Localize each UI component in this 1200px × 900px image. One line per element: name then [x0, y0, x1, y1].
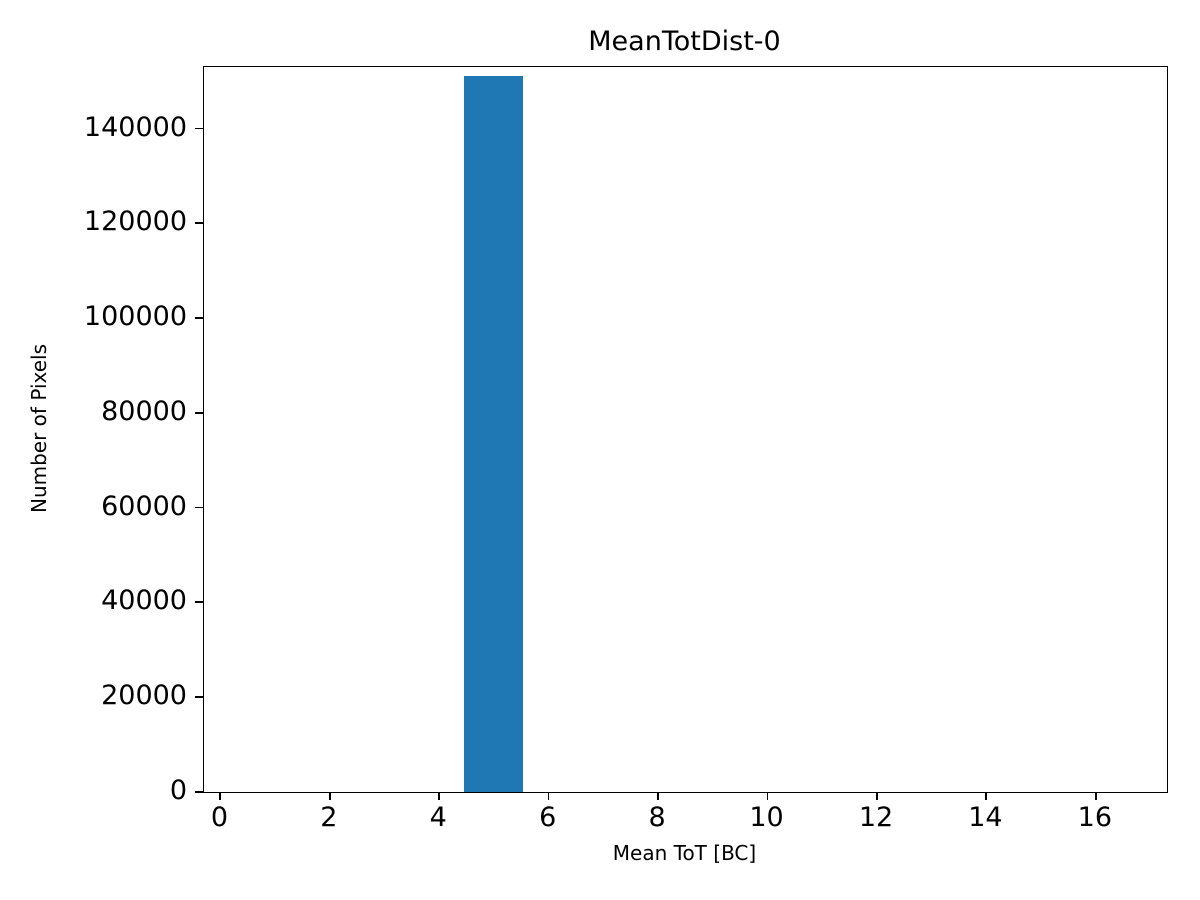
y-tick-mark	[195, 696, 203, 698]
x-axis-label: Mean ToT [BC]	[612, 841, 757, 865]
x-tick-mark	[328, 792, 331, 800]
x-tick-mark	[219, 792, 222, 800]
x-tick-label: 10	[749, 802, 784, 833]
y-tick-label: 80000	[101, 395, 187, 427]
y-tick-label: 100000	[83, 301, 187, 333]
x-tick-label: 12	[858, 802, 894, 833]
x-tick-label: 2	[320, 802, 338, 833]
x-tick-label: 16	[1077, 802, 1113, 833]
x-tick-label: 14	[968, 802, 1003, 833]
y-tick-label: 0	[169, 775, 187, 806]
x-tick-mark	[876, 792, 878, 800]
x-tick-label: 4	[429, 802, 447, 833]
x-tick-mark	[547, 792, 550, 800]
plot-axes-frame	[203, 66, 1168, 793]
x-tick-mark	[985, 792, 988, 800]
x-tick-mark	[1094, 792, 1097, 800]
y-tick-label: 140000	[83, 111, 187, 143]
y-tick-label: 20000	[101, 680, 187, 712]
y-tick-mark	[195, 411, 203, 414]
y-tick-label: 120000	[83, 206, 187, 238]
y-tick-mark	[195, 601, 203, 604]
y-axis-label: Number of Pixels	[27, 344, 51, 514]
y-tick-mark	[195, 791, 203, 793]
x-tick-label: 6	[539, 802, 557, 833]
plot-data-area	[204, 67, 1167, 792]
y-tick-mark	[195, 506, 203, 509]
y-tick-mark	[195, 127, 203, 130]
histogram-bar	[463, 76, 523, 792]
y-tick-mark	[195, 317, 203, 319]
x-tick-mark	[438, 792, 440, 800]
x-tick-mark	[657, 792, 659, 800]
x-tick-mark	[766, 792, 769, 800]
y-tick-label: 40000	[101, 585, 187, 617]
x-tick-label: 0	[210, 802, 228, 833]
chart-title: MeanTotDist-0	[588, 26, 781, 57]
y-tick-mark	[195, 222, 203, 225]
x-tick-label: 8	[648, 802, 666, 833]
y-tick-label: 60000	[101, 490, 187, 522]
